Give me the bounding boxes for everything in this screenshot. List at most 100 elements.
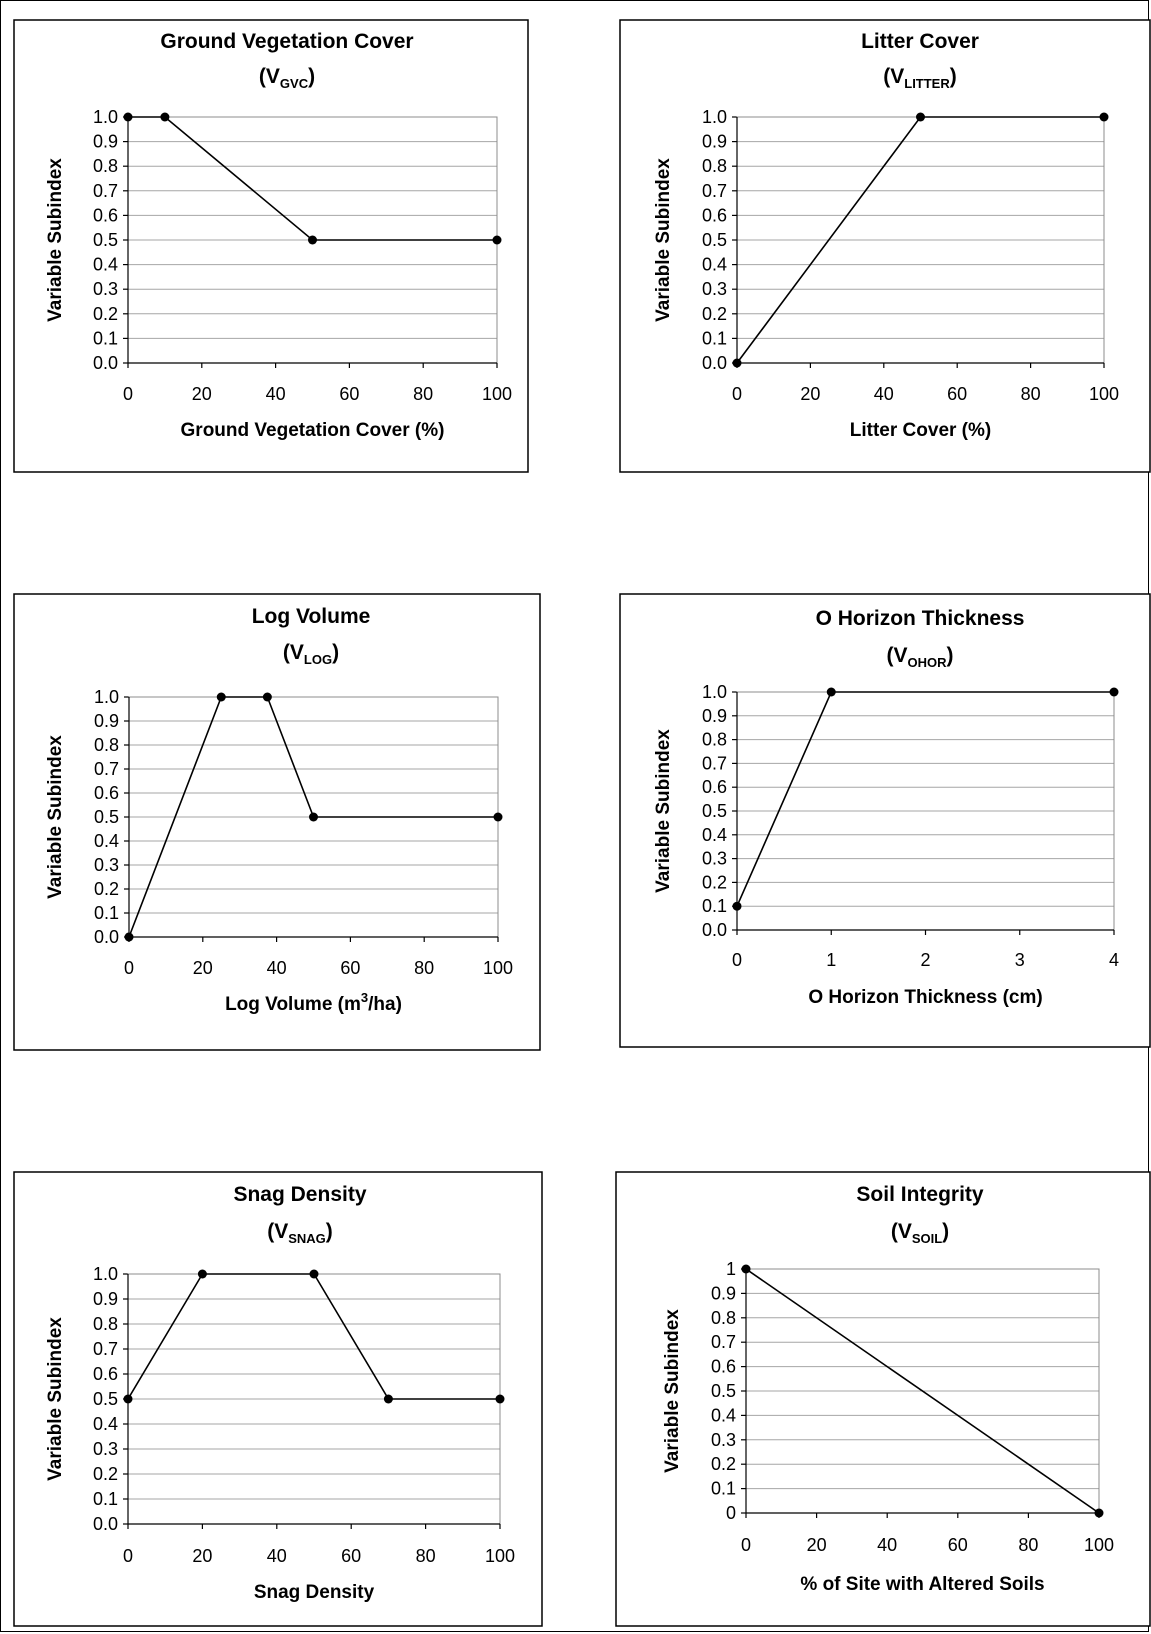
data-point — [1109, 687, 1119, 697]
x-tick-label: 40 — [266, 384, 286, 404]
y-tick-label: 0.5 — [93, 230, 118, 250]
chart-variable-symbol: (VLITTER) — [883, 65, 957, 91]
x-tick-label: 0 — [123, 384, 133, 404]
y-tick-label: 0.3 — [93, 1439, 118, 1459]
y-tick-label: 0.4 — [94, 831, 119, 851]
y-tick-label: 0.0 — [93, 353, 118, 373]
y-tick-label: 1.0 — [93, 1264, 118, 1284]
x-tick-label: 3 — [1015, 950, 1025, 970]
x-tick-label: 40 — [267, 958, 287, 978]
y-tick-label: 0.8 — [702, 156, 727, 176]
x-tick-label: 40 — [877, 1535, 897, 1555]
chart-variable-symbol: (VSNAG) — [267, 1220, 333, 1246]
data-point — [1094, 1508, 1104, 1518]
y-tick-label: 0.5 — [702, 801, 727, 821]
y-tick-label: 0.8 — [702, 730, 727, 750]
y-tick-label: 0.2 — [702, 304, 727, 324]
y-tick-label: 0.1 — [702, 896, 727, 916]
y-tick-label: 0.8 — [711, 1308, 736, 1328]
x-tick-label: 0 — [732, 950, 742, 970]
data-point — [160, 112, 170, 122]
x-axis-label: Litter Cover (%) — [850, 420, 991, 441]
y-tick-label: 0.5 — [711, 1381, 736, 1401]
series-line — [128, 116, 497, 241]
x-axis-label: Ground Vegetation Cover (%) — [181, 420, 445, 441]
y-tick-label: 0.4 — [702, 255, 727, 275]
x-axis-label: Log Volume (m3/ha) — [225, 990, 402, 1015]
y-tick-label: 0.1 — [711, 1479, 736, 1499]
y-tick-label: 0.9 — [702, 132, 727, 152]
data-point — [123, 1394, 133, 1404]
x-tick-label: 60 — [340, 958, 360, 978]
y-tick-label: 1.0 — [93, 107, 118, 127]
y-tick-label: 1.0 — [94, 687, 119, 707]
y-tick-label: 0.3 — [94, 855, 119, 875]
y-tick-label: 0.8 — [94, 735, 119, 755]
y-tick-label: 0.5 — [93, 1389, 118, 1409]
y-tick-label: 0.0 — [702, 920, 727, 940]
y-tick-label: 0.2 — [93, 1464, 118, 1484]
x-axis-label: Snag Density — [254, 1582, 375, 1603]
x-tick-label: 4 — [1109, 950, 1119, 970]
y-axis-label: Variable Subindex — [653, 729, 674, 893]
y-tick-label: 1.0 — [702, 682, 727, 702]
chart-panel-3: Log Volume (VLOG) 0.0 0.1 0.2 0.3 0.4 0.5 0.6 0.7… — [13, 593, 541, 1051]
data-point — [493, 812, 503, 822]
y-tick-label: 0.7 — [93, 1339, 118, 1359]
y-tick-label: 1.0 — [702, 107, 727, 127]
y-tick-label: 0.8 — [93, 156, 118, 176]
y-axis-label: Variable Subindex — [45, 735, 66, 899]
data-point — [197, 1269, 207, 1279]
data-point — [309, 1269, 319, 1279]
y-tick-label: 0.3 — [702, 279, 727, 299]
y-tick-label: 0.0 — [94, 927, 119, 947]
series-line — [745, 1268, 1100, 1514]
x-tick-label: 80 — [413, 384, 433, 404]
chart-panel-1: Ground Vegetation Cover (VGVC) 0.0 0.1 0.2 0.… — [13, 19, 529, 473]
x-tick-label: 60 — [947, 384, 967, 404]
chart-variable-symbol: (VGVC) — [259, 65, 315, 91]
data-point — [492, 235, 502, 245]
y-tick-label: 0.7 — [93, 181, 118, 201]
x-tick-label: 100 — [1084, 1535, 1114, 1555]
y-tick-label: 0.2 — [93, 304, 118, 324]
data-point — [124, 932, 134, 942]
y-tick-label: 0.3 — [711, 1430, 736, 1450]
data-point — [383, 1394, 393, 1404]
x-tick-label: 20 — [192, 384, 212, 404]
y-tick-label: 0.4 — [93, 255, 118, 275]
chart-panel-4: O Horizon Thickness (VOHOR) 0.0 0.1 0.2 0.3 0.… — [619, 593, 1151, 1048]
y-tick-label: 0.7 — [94, 759, 119, 779]
y-tick-label: 0.1 — [94, 903, 119, 923]
y-tick-label: 0.5 — [702, 230, 727, 250]
y-axis-label: Variable Subindex — [662, 1309, 683, 1473]
y-tick-label: 0.2 — [702, 872, 727, 892]
y-tick-label: 0.6 — [702, 205, 727, 225]
panel-border — [619, 19, 1151, 473]
x-tick-label: 0 — [741, 1535, 751, 1555]
y-tick-label: 0.6 — [94, 783, 119, 803]
y-tick-label: 0.4 — [702, 825, 727, 845]
y-tick-label: 0.6 — [702, 777, 727, 797]
y-tick-label: 0.3 — [702, 849, 727, 869]
x-tick-label: 0 — [124, 958, 134, 978]
y-tick-label: 0 — [726, 1503, 736, 1523]
chart-title: Ground Vegetation Cover — [160, 30, 413, 53]
y-tick-label: 0.1 — [93, 328, 118, 348]
data-point — [262, 692, 272, 702]
x-tick-label: 100 — [485, 1546, 515, 1566]
y-tick-label: 0.9 — [711, 1283, 736, 1303]
x-tick-label: 80 — [1018, 1535, 1038, 1555]
x-tick-label: 80 — [416, 1546, 436, 1566]
y-axis-label: Variable Subindex — [653, 158, 674, 322]
x-tick-label: 20 — [192, 1546, 212, 1566]
y-tick-label: 0.2 — [711, 1454, 736, 1474]
data-point — [495, 1394, 505, 1404]
y-tick-label: 0.2 — [94, 879, 119, 899]
x-tick-label: 20 — [807, 1535, 827, 1555]
panel-border — [13, 593, 541, 1051]
y-tick-label: 0.9 — [93, 132, 118, 152]
x-tick-label: 80 — [414, 958, 434, 978]
chart-title: Soil Integrity — [856, 1183, 984, 1206]
